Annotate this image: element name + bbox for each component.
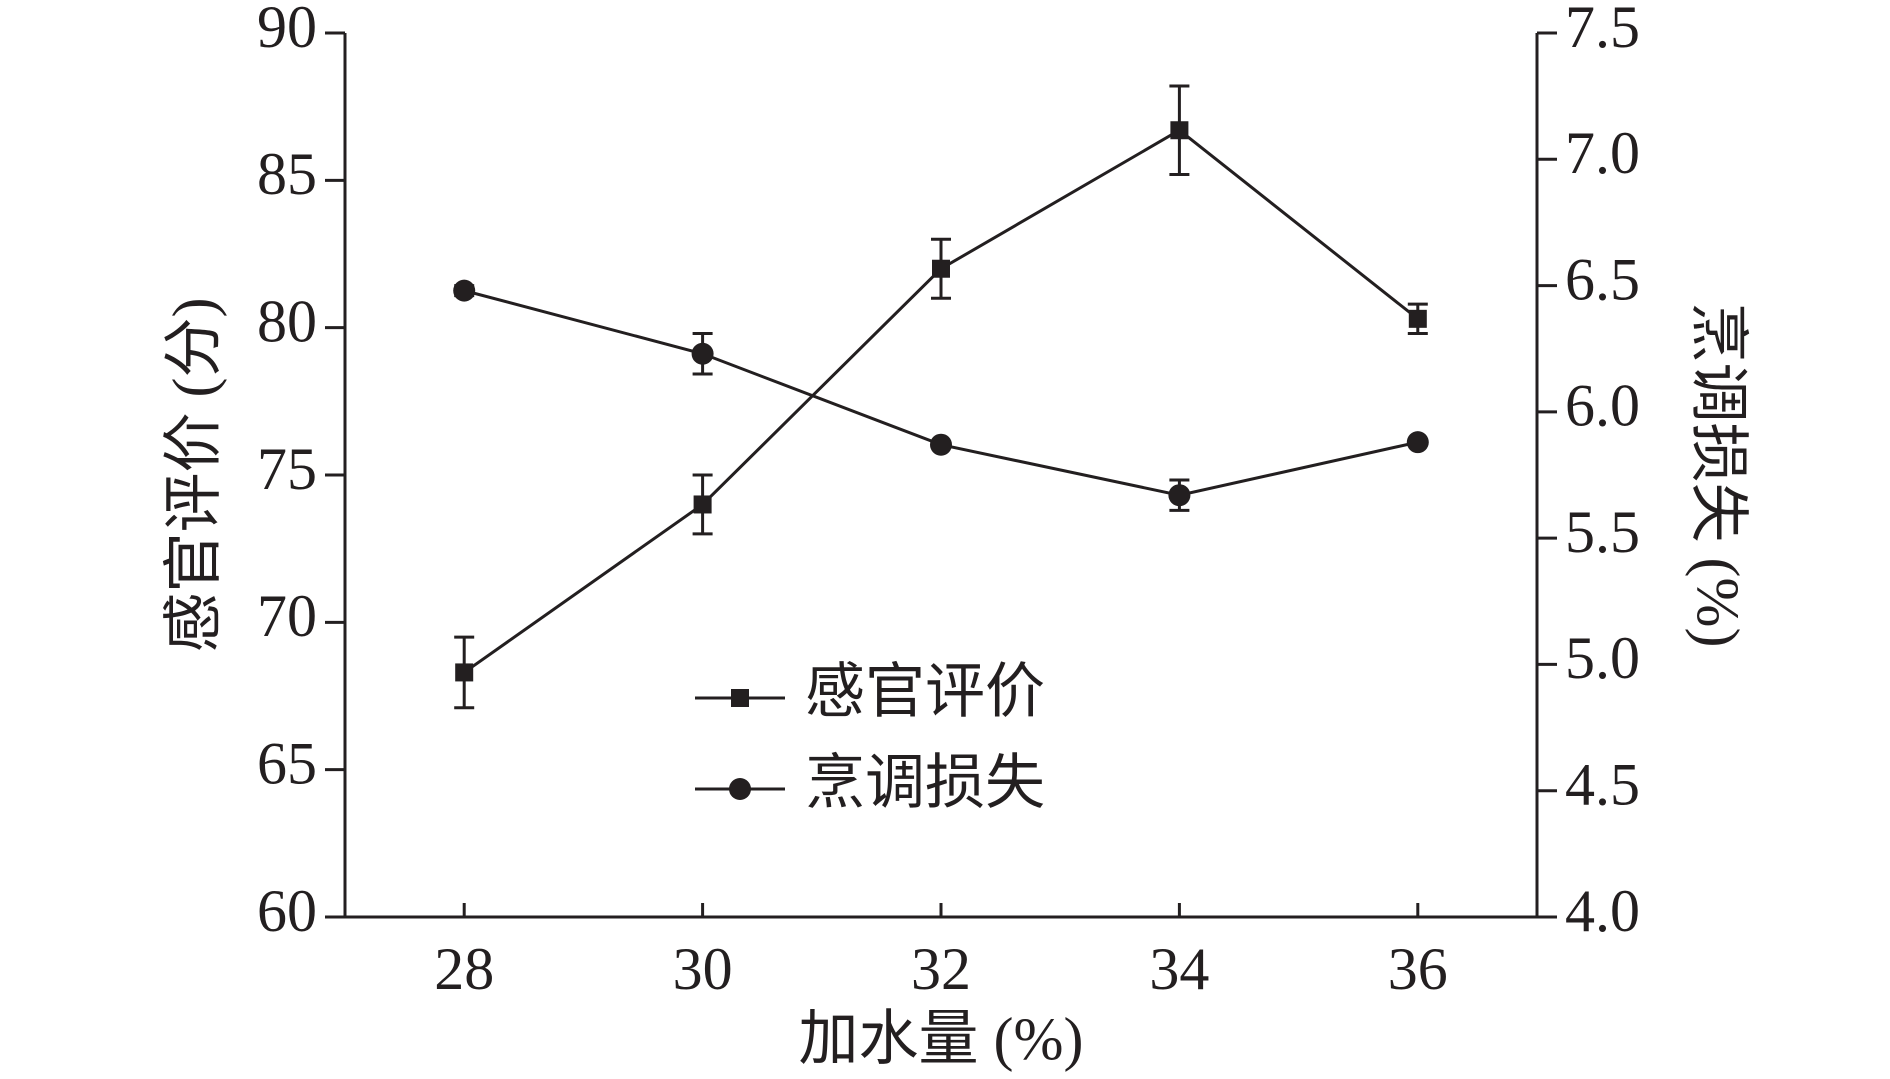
point bbox=[455, 663, 474, 682]
point bbox=[453, 279, 476, 302]
y-tick-label: 60 bbox=[257, 878, 317, 944]
y2-tick-label: 4.0 bbox=[1565, 878, 1640, 944]
point bbox=[691, 342, 714, 365]
y-tick-label: 80 bbox=[257, 288, 317, 354]
y-tick-label: 85 bbox=[257, 141, 317, 207]
y2-tick-label: 7.5 bbox=[1565, 0, 1640, 60]
series-line bbox=[463, 128, 1419, 674]
x-tick-label: 36 bbox=[1388, 936, 1448, 1002]
point bbox=[1406, 431, 1429, 454]
y-tick-label: 65 bbox=[257, 730, 317, 796]
y2-axis-label: 烹调损失 (%) bbox=[1685, 303, 1751, 648]
y2-tick-label: 5.5 bbox=[1565, 499, 1640, 565]
point bbox=[1408, 309, 1427, 328]
series-line bbox=[463, 289, 1419, 497]
x-tick-label: 34 bbox=[1149, 936, 1209, 1002]
point bbox=[932, 259, 950, 278]
y2-tick-label: 6.0 bbox=[1565, 373, 1640, 439]
legend-marker bbox=[731, 689, 749, 707]
legend-marker bbox=[729, 778, 751, 800]
y-tick-label: 75 bbox=[257, 436, 317, 502]
y2-tick-label: 5.0 bbox=[1565, 625, 1640, 691]
y2-tick-label: 6.5 bbox=[1565, 246, 1640, 312]
y-tick-label: 90 bbox=[257, 0, 317, 60]
x-tick-label: 28 bbox=[434, 936, 494, 1002]
legend-label: 感官评价 bbox=[805, 659, 1045, 725]
y-axis-label: 感官评价 (分) bbox=[161, 298, 227, 653]
point bbox=[693, 495, 712, 514]
x-tick-label: 30 bbox=[673, 936, 733, 1002]
y-tick-label: 70 bbox=[257, 583, 317, 649]
point bbox=[930, 433, 952, 456]
y2-tick-label: 7.0 bbox=[1565, 120, 1640, 186]
x-axis-label: 加水量 (%) bbox=[799, 1006, 1084, 1072]
point bbox=[1170, 121, 1189, 140]
x-tick-label: 32 bbox=[911, 936, 971, 1002]
point bbox=[1168, 484, 1191, 507]
y2-tick-label: 4.5 bbox=[1565, 751, 1640, 817]
legend-label: 烹调损失 bbox=[805, 750, 1045, 816]
